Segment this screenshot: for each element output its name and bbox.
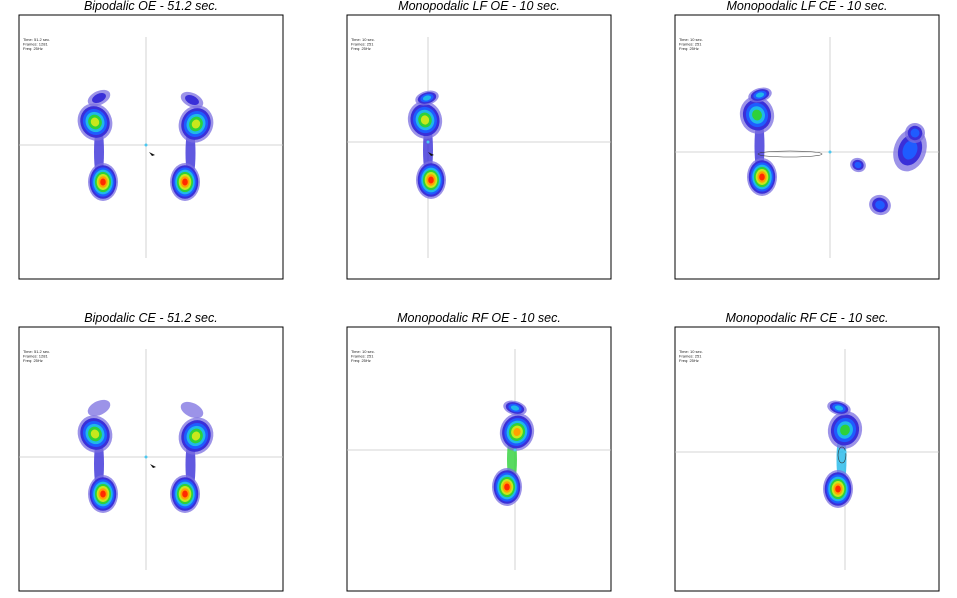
plot-frame: [674, 326, 940, 592]
cop-marker: [150, 464, 156, 468]
pressure-zone: [513, 428, 521, 436]
info-text: Time: 10 sec.: [351, 349, 375, 354]
info-text: Time: 51.2 sec.: [23, 349, 50, 354]
pressure-zone: [875, 200, 885, 210]
pressure-zone: [510, 405, 520, 411]
pressure-zone: [420, 115, 430, 125]
plot-frame: [346, 326, 612, 592]
pressure-zone: [759, 173, 765, 181]
sway-trace: [837, 446, 847, 464]
pressure-zone: [87, 399, 111, 417]
info-text: Frames: 251: [679, 42, 702, 47]
info-text: Time: 10 sec.: [351, 37, 375, 42]
panel-title: Monopodalic LF CE - 10 sec.: [727, 0, 888, 13]
pressure-zone: [191, 119, 201, 129]
pressure-zone: [835, 485, 841, 493]
panel-title: Monopodalic LF OE - 10 sec.: [398, 0, 560, 13]
panel-title: Monopodalic RF CE - 10 sec.: [725, 311, 888, 325]
pressure-zone: [182, 178, 188, 186]
pressure-zone: [752, 109, 762, 121]
pressure-zone: [910, 128, 920, 138]
pressure-zone: [840, 424, 850, 436]
pressure-zone: [90, 429, 100, 439]
info-text: Freq: 25Hz: [351, 358, 371, 363]
pressure-zone: [191, 431, 201, 441]
cop-marker: [428, 152, 434, 156]
info-text: Time: 51.2 sec.: [23, 37, 50, 42]
info-text: Frames: 1281: [23, 354, 48, 359]
panel-title: Bipodalic OE - 51.2 sec.: [84, 0, 218, 13]
info-text: Frames: 1281: [23, 42, 48, 47]
pressure-zone: [100, 178, 106, 186]
info-text: Frames: 251: [351, 42, 374, 47]
pressure-zone: [834, 405, 844, 411]
center-point: [144, 455, 148, 459]
info-text: Time: 10 sec.: [679, 349, 703, 354]
pressure-zone: [182, 490, 188, 498]
plot-frame: [18, 14, 284, 280]
info-text: Freq: 25Hz: [351, 46, 371, 51]
plot-frame: [18, 326, 284, 592]
pressure-zone: [428, 176, 434, 184]
sway-trace: [757, 150, 823, 158]
center-point: [828, 150, 832, 154]
center-point: [513, 448, 517, 452]
pressure-zone: [854, 161, 862, 169]
pressure-zone: [180, 401, 204, 419]
center-point: [843, 450, 847, 454]
cop-marker: [149, 152, 155, 156]
pressure-zone: [100, 490, 106, 498]
pressure-zone: [504, 483, 510, 491]
info-text: Frames: 251: [351, 354, 374, 359]
info-text: Freq: 25Hz: [23, 358, 43, 363]
info-text: Freq: 25Hz: [679, 358, 699, 363]
plot-frame: [346, 14, 612, 280]
pressure-zone: [185, 95, 199, 105]
center-point: [144, 143, 148, 147]
info-text: Freq: 25Hz: [23, 46, 43, 51]
pressure-zone: [755, 92, 765, 98]
pressure-zone: [90, 117, 100, 127]
info-text: Freq: 25Hz: [679, 46, 699, 51]
info-text: Frames: 251: [679, 354, 702, 359]
panel-title: Monopodalic RF OE - 10 sec.: [397, 311, 561, 325]
center-point: [426, 140, 430, 144]
pressure-zone: [92, 93, 106, 103]
pressure-zone: [422, 95, 432, 101]
info-text: Time: 10 sec.: [679, 37, 703, 42]
pressure-zone: [902, 140, 918, 160]
panel-title: Bipodalic CE - 51.2 sec.: [84, 311, 217, 325]
